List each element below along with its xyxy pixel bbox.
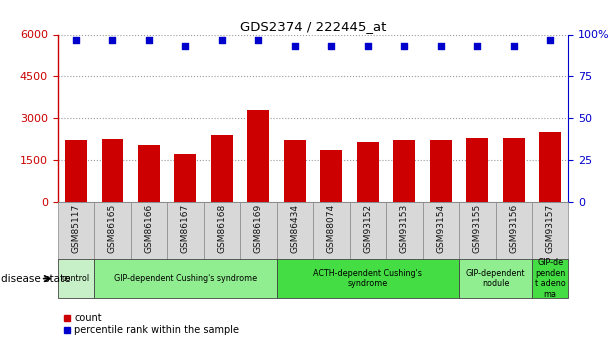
Text: GSM93157: GSM93157: [546, 204, 554, 253]
Bar: [496, 202, 532, 260]
Bar: [247, 110, 269, 202]
Legend: count, percentile rank within the sample: count, percentile rank within the sample: [63, 313, 240, 335]
Text: GIP-dependent Cushing's syndrome: GIP-dependent Cushing's syndrome: [114, 274, 257, 283]
Bar: [277, 202, 313, 260]
Text: ACTH-dependent Cushing's
syndrome: ACTH-dependent Cushing's syndrome: [313, 269, 423, 288]
Point: [326, 43, 336, 49]
Point: [290, 43, 300, 49]
Text: GIP-de
penden
t adeno
ma: GIP-de penden t adeno ma: [535, 258, 565, 299]
Text: GSM86167: GSM86167: [181, 204, 190, 253]
Bar: [350, 202, 386, 260]
Bar: [459, 202, 496, 260]
Text: GSM93154: GSM93154: [437, 204, 445, 253]
Bar: [240, 202, 277, 260]
Bar: [58, 202, 94, 260]
Bar: [94, 202, 131, 260]
Text: GSM86168: GSM86168: [218, 204, 226, 253]
Point: [436, 43, 446, 49]
Bar: [277, 259, 459, 298]
Text: disease state: disease state: [1, 274, 71, 284]
Text: GSM93152: GSM93152: [364, 204, 372, 253]
Text: GIP-dependent
nodule: GIP-dependent nodule: [466, 269, 525, 288]
Point: [217, 37, 227, 42]
Bar: [459, 259, 532, 298]
Bar: [393, 140, 415, 202]
Bar: [386, 202, 423, 260]
Text: GSM86169: GSM86169: [254, 204, 263, 253]
Text: GSM93153: GSM93153: [400, 204, 409, 253]
Bar: [313, 202, 350, 260]
Point: [71, 37, 81, 42]
Bar: [211, 135, 233, 202]
Point: [472, 43, 482, 49]
Text: GSM93156: GSM93156: [510, 204, 518, 253]
Point: [399, 43, 409, 49]
Bar: [131, 202, 167, 260]
Bar: [532, 259, 568, 298]
Text: GSM86165: GSM86165: [108, 204, 117, 253]
Bar: [539, 132, 561, 202]
Text: GSM86166: GSM86166: [145, 204, 153, 253]
Bar: [357, 142, 379, 202]
Bar: [320, 150, 342, 202]
Point: [363, 43, 373, 49]
Text: GSM85117: GSM85117: [72, 204, 80, 253]
Text: GSM88074: GSM88074: [327, 204, 336, 253]
Bar: [204, 202, 240, 260]
Text: GSM93155: GSM93155: [473, 204, 482, 253]
Bar: [138, 145, 160, 202]
Bar: [65, 140, 87, 202]
Point: [545, 37, 555, 42]
Bar: [532, 202, 568, 260]
Bar: [503, 138, 525, 202]
Bar: [102, 139, 123, 202]
Bar: [284, 140, 306, 202]
Point: [108, 37, 117, 42]
Bar: [423, 202, 459, 260]
Bar: [94, 259, 277, 298]
Bar: [466, 138, 488, 202]
Point: [509, 43, 519, 49]
Bar: [174, 155, 196, 202]
Point: [181, 43, 190, 49]
Bar: [167, 202, 204, 260]
Text: GSM86434: GSM86434: [291, 204, 299, 253]
Bar: [430, 140, 452, 202]
Point: [144, 37, 154, 42]
Title: GDS2374 / 222445_at: GDS2374 / 222445_at: [240, 20, 386, 33]
Text: control: control: [62, 274, 90, 283]
Point: [254, 37, 263, 42]
Bar: [58, 259, 94, 298]
